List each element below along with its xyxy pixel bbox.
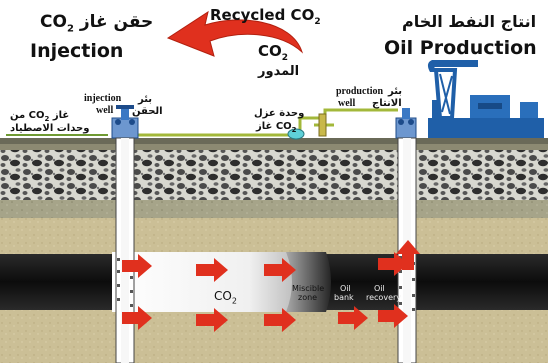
recycle-pipe bbox=[138, 108, 398, 137]
flow-arrow-up bbox=[396, 240, 420, 270]
injection-well-label-ar2: الحقن bbox=[132, 106, 163, 117]
flow-arrow bbox=[378, 304, 408, 328]
production-wellhead bbox=[395, 108, 417, 139]
injection-well-label-en2: well bbox=[96, 105, 114, 116]
co2-source-label-line2: وحدات الاصطياد bbox=[10, 123, 90, 134]
separation-tank bbox=[287, 128, 305, 140]
topsoil-layer bbox=[0, 142, 548, 150]
co2-zone bbox=[112, 252, 295, 312]
injection-wellhead bbox=[111, 105, 139, 139]
separation-unit-label-line1: وحدة عزل bbox=[254, 108, 305, 119]
flow-arrow bbox=[264, 258, 296, 282]
flow-arrow bbox=[338, 306, 368, 330]
miscible-zone bbox=[286, 252, 331, 312]
recycle-arrow bbox=[166, 10, 304, 57]
production-well-label-en2: well bbox=[338, 98, 356, 109]
miscible-zone-label: Miscible zone bbox=[292, 284, 325, 302]
co2-source-label-line1: غاز CO2 من bbox=[10, 110, 70, 123]
upper-sand-layer bbox=[0, 218, 548, 254]
production-title-arabic: انتاج النفط الخام bbox=[402, 12, 537, 31]
recycled-co2-title: Recycled CO2 bbox=[210, 6, 321, 27]
injection-wellbore bbox=[115, 137, 135, 363]
flow-arrow bbox=[264, 308, 296, 332]
oil-bank-label: Oil bank bbox=[334, 284, 354, 302]
co2-zone-label: CO2 bbox=[214, 289, 237, 306]
production-well-label-en: production bbox=[336, 86, 384, 97]
flow-arrow bbox=[122, 254, 152, 278]
injection-well-label-en: injection bbox=[84, 93, 122, 104]
flow-arrow bbox=[122, 306, 152, 330]
production-title: Oil Production bbox=[384, 37, 537, 59]
injection-title: Injection bbox=[30, 40, 124, 62]
recycled-arabic-label: المدور bbox=[258, 64, 300, 79]
separation-unit-label-line2: CO2 غاز bbox=[256, 121, 297, 134]
injection-title-arabic: حقن غاز CO2 bbox=[40, 12, 154, 35]
oil-recovery-label: Oil recovery bbox=[366, 284, 402, 302]
flow-arrows bbox=[122, 240, 420, 332]
flow-arrow bbox=[196, 258, 228, 282]
production-well-label-ar2: الانتاج bbox=[372, 98, 402, 109]
ground-surface bbox=[0, 138, 548, 144]
injection-well-label-ar: بئر bbox=[138, 94, 153, 105]
flow-arrow bbox=[378, 252, 408, 276]
separator-column bbox=[318, 113, 327, 137]
flow-arrow bbox=[196, 308, 228, 332]
pump-jack-icon bbox=[427, 60, 544, 138]
soil-layer bbox=[0, 200, 548, 218]
co2-center-label: CO2 bbox=[258, 42, 289, 63]
gravel-layer bbox=[0, 150, 548, 200]
production-well-label-ar: بئر bbox=[388, 86, 403, 97]
